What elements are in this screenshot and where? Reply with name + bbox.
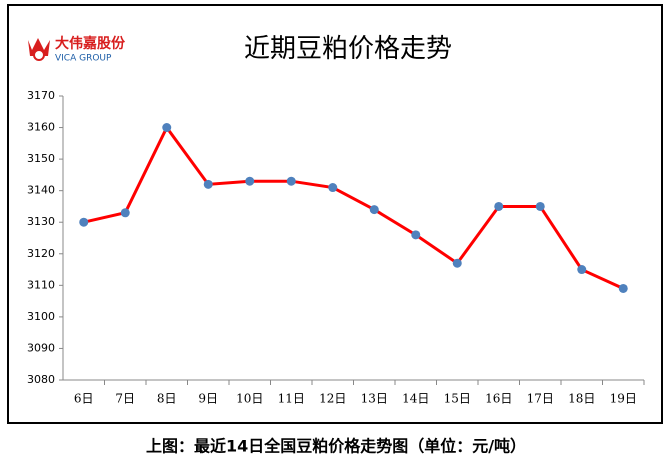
marker <box>120 208 130 218</box>
x-tick-label: 7日 <box>115 392 135 406</box>
chart-frame <box>7 4 663 424</box>
y-tick-label: 3160 <box>27 121 55 134</box>
y-tick-label: 3120 <box>27 247 55 260</box>
x-tick-label: 6日 <box>74 392 94 406</box>
marker <box>245 176 255 186</box>
x-tick-label: 13日 <box>361 392 388 406</box>
line <box>83 124 624 290</box>
marker <box>328 183 338 193</box>
marker <box>494 201 504 211</box>
y-tick-label: 3090 <box>27 341 55 354</box>
logo-icon <box>28 38 50 61</box>
x-tick-label: 15日 <box>444 392 471 406</box>
x-tick-label: 8日 <box>157 392 177 406</box>
chart-title: 近期豆粕价格走势 <box>244 34 452 64</box>
logo-name: 大伟嘉股份 <box>55 35 126 52</box>
marker <box>286 176 296 186</box>
y-tick-label: 3130 <box>27 215 55 228</box>
y-tick-label: 3100 <box>27 310 55 323</box>
marker <box>452 258 462 268</box>
x-tick-label: 18日 <box>568 392 595 406</box>
y-tick-label: 3150 <box>27 152 55 165</box>
caption: 上图：最近14日全国豆粕价格走势图（单位：元/吨） <box>146 437 526 456</box>
y-tick-label: 3110 <box>27 278 55 291</box>
marker <box>369 205 379 215</box>
x-tick-label: 14日 <box>402 392 429 406</box>
x-tick-label: 10日 <box>236 392 263 406</box>
marker <box>535 201 545 211</box>
marker <box>411 230 421 240</box>
marker <box>203 179 213 189</box>
y-tick-label: 3140 <box>27 184 55 197</box>
logo-subtitle: VICA GROUP <box>55 54 112 64</box>
marker <box>79 217 89 227</box>
marker <box>162 123 172 133</box>
x-tick-label: 19日 <box>610 392 637 406</box>
x-tick-label: 12日 <box>319 392 346 406</box>
x-tick-label: 9日 <box>198 392 218 406</box>
x-tick-label: 11日 <box>278 392 305 406</box>
y-tick-label: 3170 <box>27 89 55 102</box>
x-tick-label: 16日 <box>485 392 512 406</box>
marker <box>618 283 628 293</box>
marker <box>577 265 587 275</box>
x-tick-label: 17日 <box>527 392 554 406</box>
y-tick-label: 3080 <box>27 373 55 386</box>
